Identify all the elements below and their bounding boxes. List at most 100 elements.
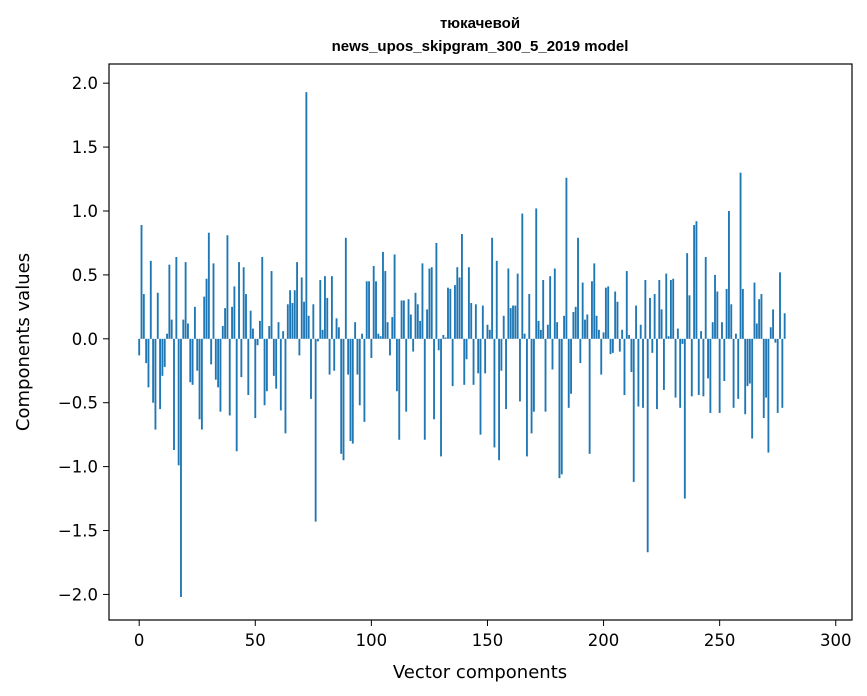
bar [526, 338, 528, 457]
y-axis-ticks: 2.0 1.5 1.0 0.5 0.0 −0.5 −1.0 −1.5 −2.0 [58, 74, 109, 604]
bar [505, 338, 507, 410]
bar [639, 324, 642, 339]
bar [656, 338, 658, 410]
bar [342, 338, 345, 461]
bar [769, 327, 772, 339]
chart-title: тюкачевой [440, 15, 520, 32]
bar [405, 338, 408, 412]
bar [310, 338, 312, 399]
bar [168, 264, 171, 339]
bar [275, 338, 278, 389]
bar [365, 281, 368, 339]
bar [142, 294, 145, 339]
bar [430, 267, 433, 339]
bar [228, 338, 231, 416]
bar [528, 294, 531, 339]
bar [500, 338, 503, 371]
bar [542, 280, 545, 339]
bar [530, 338, 533, 434]
bar [683, 338, 686, 499]
bar [231, 306, 233, 339]
bar [303, 301, 305, 339]
bar [437, 338, 440, 351]
bar [282, 331, 285, 339]
bar [226, 235, 229, 339]
bar [572, 311, 575, 339]
bar [553, 268, 556, 339]
bar [356, 338, 359, 375]
bar [333, 338, 336, 371]
bar [644, 280, 647, 339]
bar [254, 338, 257, 419]
y-tick-label: 1.0 [72, 202, 98, 221]
bar [672, 278, 675, 339]
bar [163, 338, 166, 367]
bar [182, 319, 185, 339]
bar [263, 338, 266, 406]
bar [305, 92, 308, 339]
x-tick-label: 150 [472, 631, 504, 650]
y-tick-label: 0.0 [72, 330, 98, 349]
bar [502, 315, 505, 339]
bar [625, 271, 628, 339]
bars-group [138, 92, 786, 597]
bar [393, 254, 396, 339]
bar [783, 313, 786, 339]
bar [739, 172, 742, 339]
bar [391, 317, 394, 339]
bar [776, 338, 779, 413]
bar [252, 328, 254, 339]
bar [233, 286, 236, 339]
bar [679, 338, 682, 408]
bar [433, 338, 435, 420]
bar [484, 338, 487, 374]
x-tick-label: 200 [588, 631, 620, 650]
bar [498, 338, 501, 461]
bar [291, 303, 294, 339]
bar [347, 338, 350, 375]
bar [319, 280, 322, 339]
bar [400, 300, 403, 339]
bar [440, 338, 442, 457]
bar [760, 294, 763, 339]
bar [314, 338, 317, 522]
bar [277, 322, 280, 339]
bar [279, 338, 282, 411]
bar [514, 305, 517, 339]
bar [358, 338, 361, 406]
bar [449, 288, 452, 339]
bar [412, 338, 415, 352]
bar [779, 272, 781, 339]
bar [187, 323, 189, 339]
bar [293, 290, 296, 339]
bar [765, 338, 768, 398]
bar [175, 257, 178, 339]
bar [467, 267, 470, 339]
bar [544, 338, 547, 412]
bar [354, 322, 357, 339]
bar [781, 338, 784, 408]
bar [444, 337, 447, 339]
bar [755, 323, 758, 339]
bar [588, 338, 591, 454]
bar [238, 262, 240, 339]
bar [423, 338, 426, 440]
bar [442, 334, 445, 339]
bar [690, 338, 693, 397]
bar [704, 257, 707, 339]
y-tick-label: 1.5 [72, 138, 98, 157]
x-tick-label: 100 [356, 631, 388, 650]
bar [714, 274, 716, 339]
bar [767, 338, 770, 453]
bar [772, 309, 774, 339]
bar [335, 318, 338, 339]
bar [212, 263, 215, 339]
bar [409, 314, 412, 339]
bar [748, 338, 751, 384]
bar [289, 290, 292, 339]
bar [563, 315, 566, 339]
bar [611, 338, 614, 353]
bar [414, 292, 417, 339]
bar [435, 242, 438, 339]
